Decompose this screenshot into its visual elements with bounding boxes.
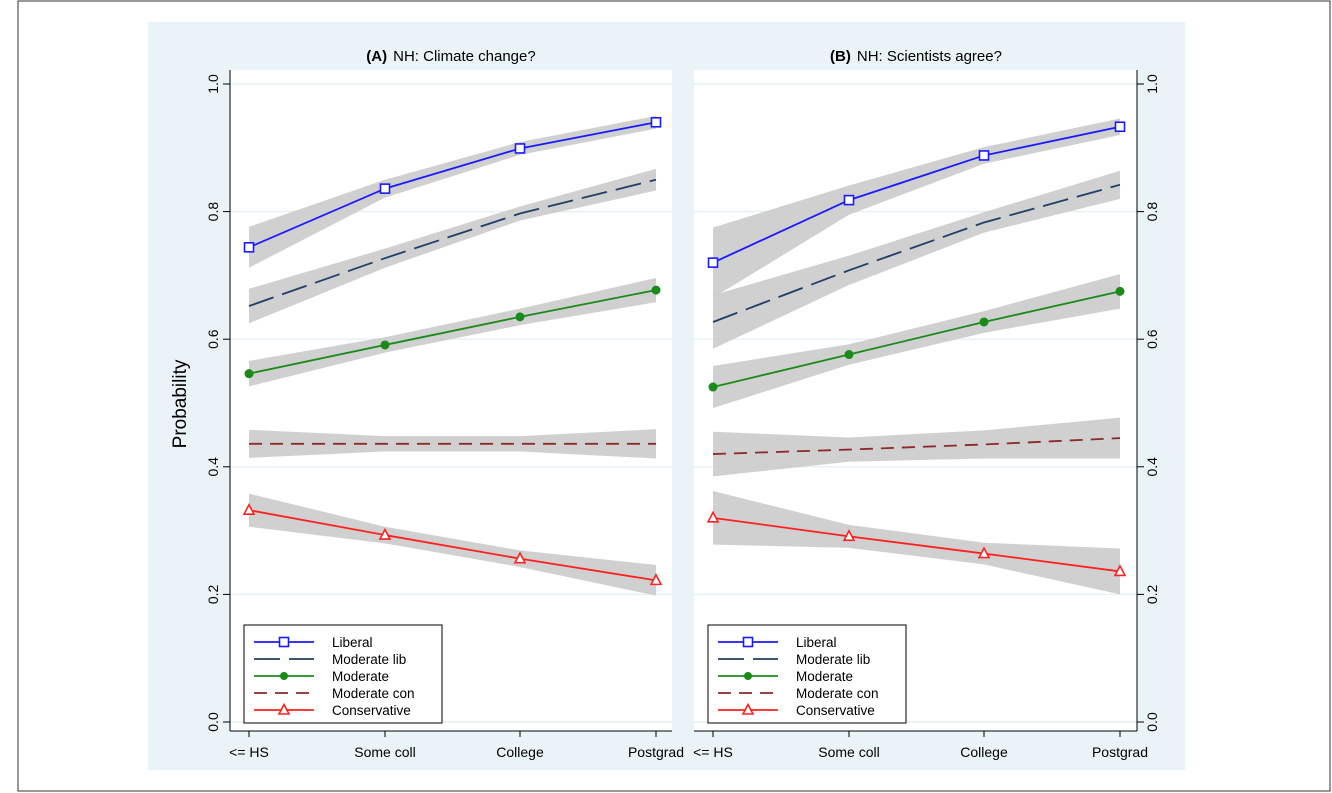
x-tick-label: Postgrad xyxy=(628,744,684,760)
plot-area xyxy=(230,70,672,731)
panel-title: (A) NH: Climate change? xyxy=(366,48,535,65)
ci-band-conservative xyxy=(713,491,1120,595)
legend-label: Moderate xyxy=(332,669,389,684)
data-point xyxy=(843,194,855,206)
legend-label: Moderate con xyxy=(796,686,879,701)
x-tick-label: Postgrad xyxy=(1092,744,1148,760)
y-tick-label: 1.0 xyxy=(205,74,221,94)
x-tick-label: <= HS xyxy=(693,744,733,760)
data-point xyxy=(379,183,391,194)
x-tick-label: Some coll xyxy=(818,744,879,760)
data-point xyxy=(650,116,662,128)
legend: Liberal Moderate lib Moderate Moderate con C… xyxy=(707,624,907,724)
y-tick-label: 0.4 xyxy=(1144,457,1160,477)
panel-title-prefix: (B) xyxy=(830,48,851,65)
legend-label: Moderate lib xyxy=(796,652,870,667)
y-tick-label: 0.4 xyxy=(205,457,221,477)
data-point xyxy=(1113,564,1127,577)
x-tick-label: College xyxy=(960,744,1008,760)
data-point xyxy=(979,317,989,327)
y-tick-label: 0.0 xyxy=(205,712,221,732)
legend-label: Conservative xyxy=(332,703,411,718)
legend-marker xyxy=(280,672,288,680)
series-line-liberal xyxy=(712,125,1121,264)
panel-title-prefix: (A) xyxy=(366,48,387,65)
y-axis-title: Probability xyxy=(170,359,191,448)
legend-label: Moderate xyxy=(796,669,853,684)
panel-title-text: NH: Climate change? xyxy=(393,48,536,65)
data-point xyxy=(1114,121,1126,133)
data-point xyxy=(378,527,392,540)
legend: Liberal Moderate lib Moderate Moderate con C… xyxy=(243,624,443,724)
data-point xyxy=(514,143,526,154)
legend-marker xyxy=(742,636,754,648)
legend-label: Conservative xyxy=(796,703,875,718)
ci-band-liberal xyxy=(249,115,656,268)
ci-band-moderate-con xyxy=(713,417,1120,477)
data-point xyxy=(513,551,527,564)
data-point xyxy=(380,340,390,350)
data-point xyxy=(707,257,719,268)
data-point xyxy=(977,546,991,559)
series-line-conservative xyxy=(712,516,1121,573)
y-tick-label: 0.6 xyxy=(205,329,221,349)
data-point xyxy=(244,369,254,379)
legend-label: Liberal xyxy=(796,635,837,650)
series-line-moderate-con xyxy=(712,437,1121,455)
series-line-moderate-lib xyxy=(248,178,657,307)
ci-band-moderate xyxy=(713,274,1120,409)
data-point xyxy=(243,242,255,253)
legend-marker xyxy=(277,702,291,715)
legend-label: Moderate lib xyxy=(332,652,406,667)
legend-label: Liberal xyxy=(332,635,373,650)
panel-title: (B) NH: Scientists agree? xyxy=(830,48,1002,65)
series-line-moderate-lib xyxy=(712,183,1121,323)
data-point xyxy=(651,285,661,295)
legend-marker xyxy=(744,672,752,680)
series-line-moderate xyxy=(712,290,1121,388)
x-tick-label: Some coll xyxy=(354,744,415,760)
ci-band-liberal xyxy=(713,118,1120,298)
x-tick-label: College xyxy=(496,744,544,760)
series-line-moderate xyxy=(248,289,657,375)
data-point xyxy=(706,510,720,523)
ci-band-moderate xyxy=(249,277,656,387)
series-line-liberal xyxy=(248,121,657,249)
ci-band-moderate-lib xyxy=(713,170,1120,349)
data-point xyxy=(649,573,663,586)
data-point xyxy=(842,529,856,542)
data-point xyxy=(844,350,854,360)
y-tick-label: 0.8 xyxy=(1144,202,1160,222)
panel-a: 0.0 0.2 0.4 0.6 0.8 1.0 <= HS Some coll College P… xyxy=(205,48,684,760)
legend-label: Moderate con xyxy=(332,686,415,701)
data-point xyxy=(1115,286,1125,296)
panels-layer: 0.0 0.2 0.4 0.6 0.8 1.0 <= HS Some coll College P… xyxy=(205,48,1160,760)
ci-band-moderate-con xyxy=(249,429,656,459)
y-tick-label: 0.2 xyxy=(205,584,221,604)
x-tick-label: <= HS xyxy=(229,744,269,760)
panel-b: 0.0 0.2 0.4 0.6 0.8 1.0 <= HS Some coll College P… xyxy=(693,48,1160,760)
y-tick-label: 0.6 xyxy=(1144,329,1160,349)
y-tick-label: 0.2 xyxy=(1144,584,1160,604)
y-tick-label: 1.0 xyxy=(1144,74,1160,94)
data-point xyxy=(708,382,718,392)
data-point xyxy=(978,150,990,161)
ci-band-conservative xyxy=(249,493,656,596)
legend-marker xyxy=(741,702,755,715)
data-point xyxy=(242,502,256,515)
series-line-conservative xyxy=(248,509,657,582)
panel-title-text: NH: Scientists agree? xyxy=(857,48,1002,65)
y-tick-label: 0.0 xyxy=(1144,712,1160,732)
y-tick-label: 0.8 xyxy=(205,202,221,222)
data-point xyxy=(515,312,525,322)
legend-marker xyxy=(278,636,290,648)
ci-band-moderate-lib xyxy=(249,168,656,324)
